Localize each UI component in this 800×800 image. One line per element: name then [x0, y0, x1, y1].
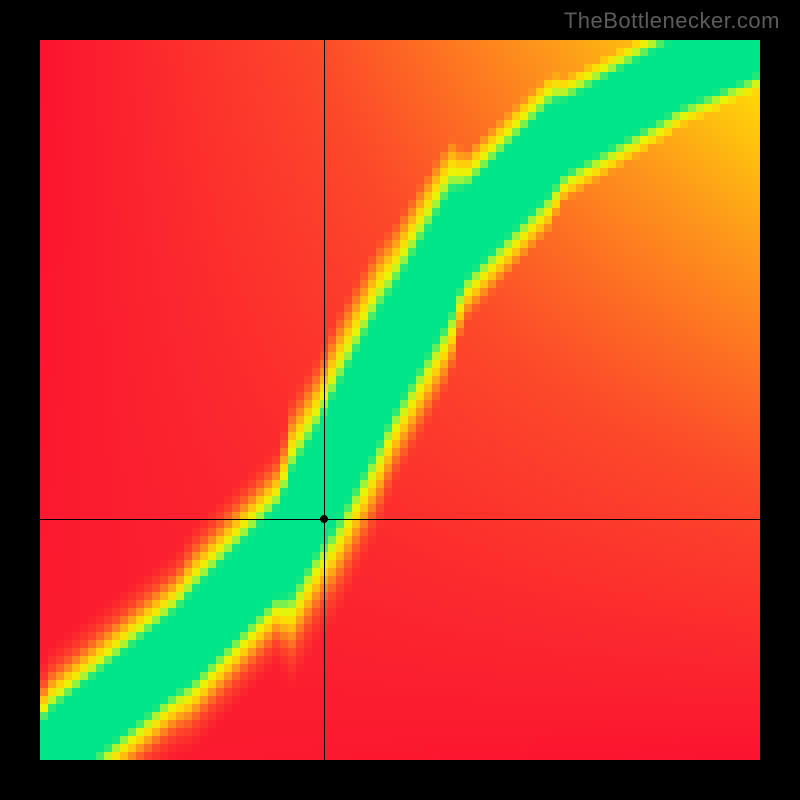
crosshair-horizontal: [40, 519, 760, 520]
watermark-text: TheBottlenecker.com: [564, 8, 780, 34]
heatmap-canvas: [40, 40, 760, 760]
crosshair-vertical: [324, 40, 325, 760]
bottleneck-heatmap-plot: [40, 40, 760, 760]
operating-point-marker[interactable]: [320, 515, 328, 523]
